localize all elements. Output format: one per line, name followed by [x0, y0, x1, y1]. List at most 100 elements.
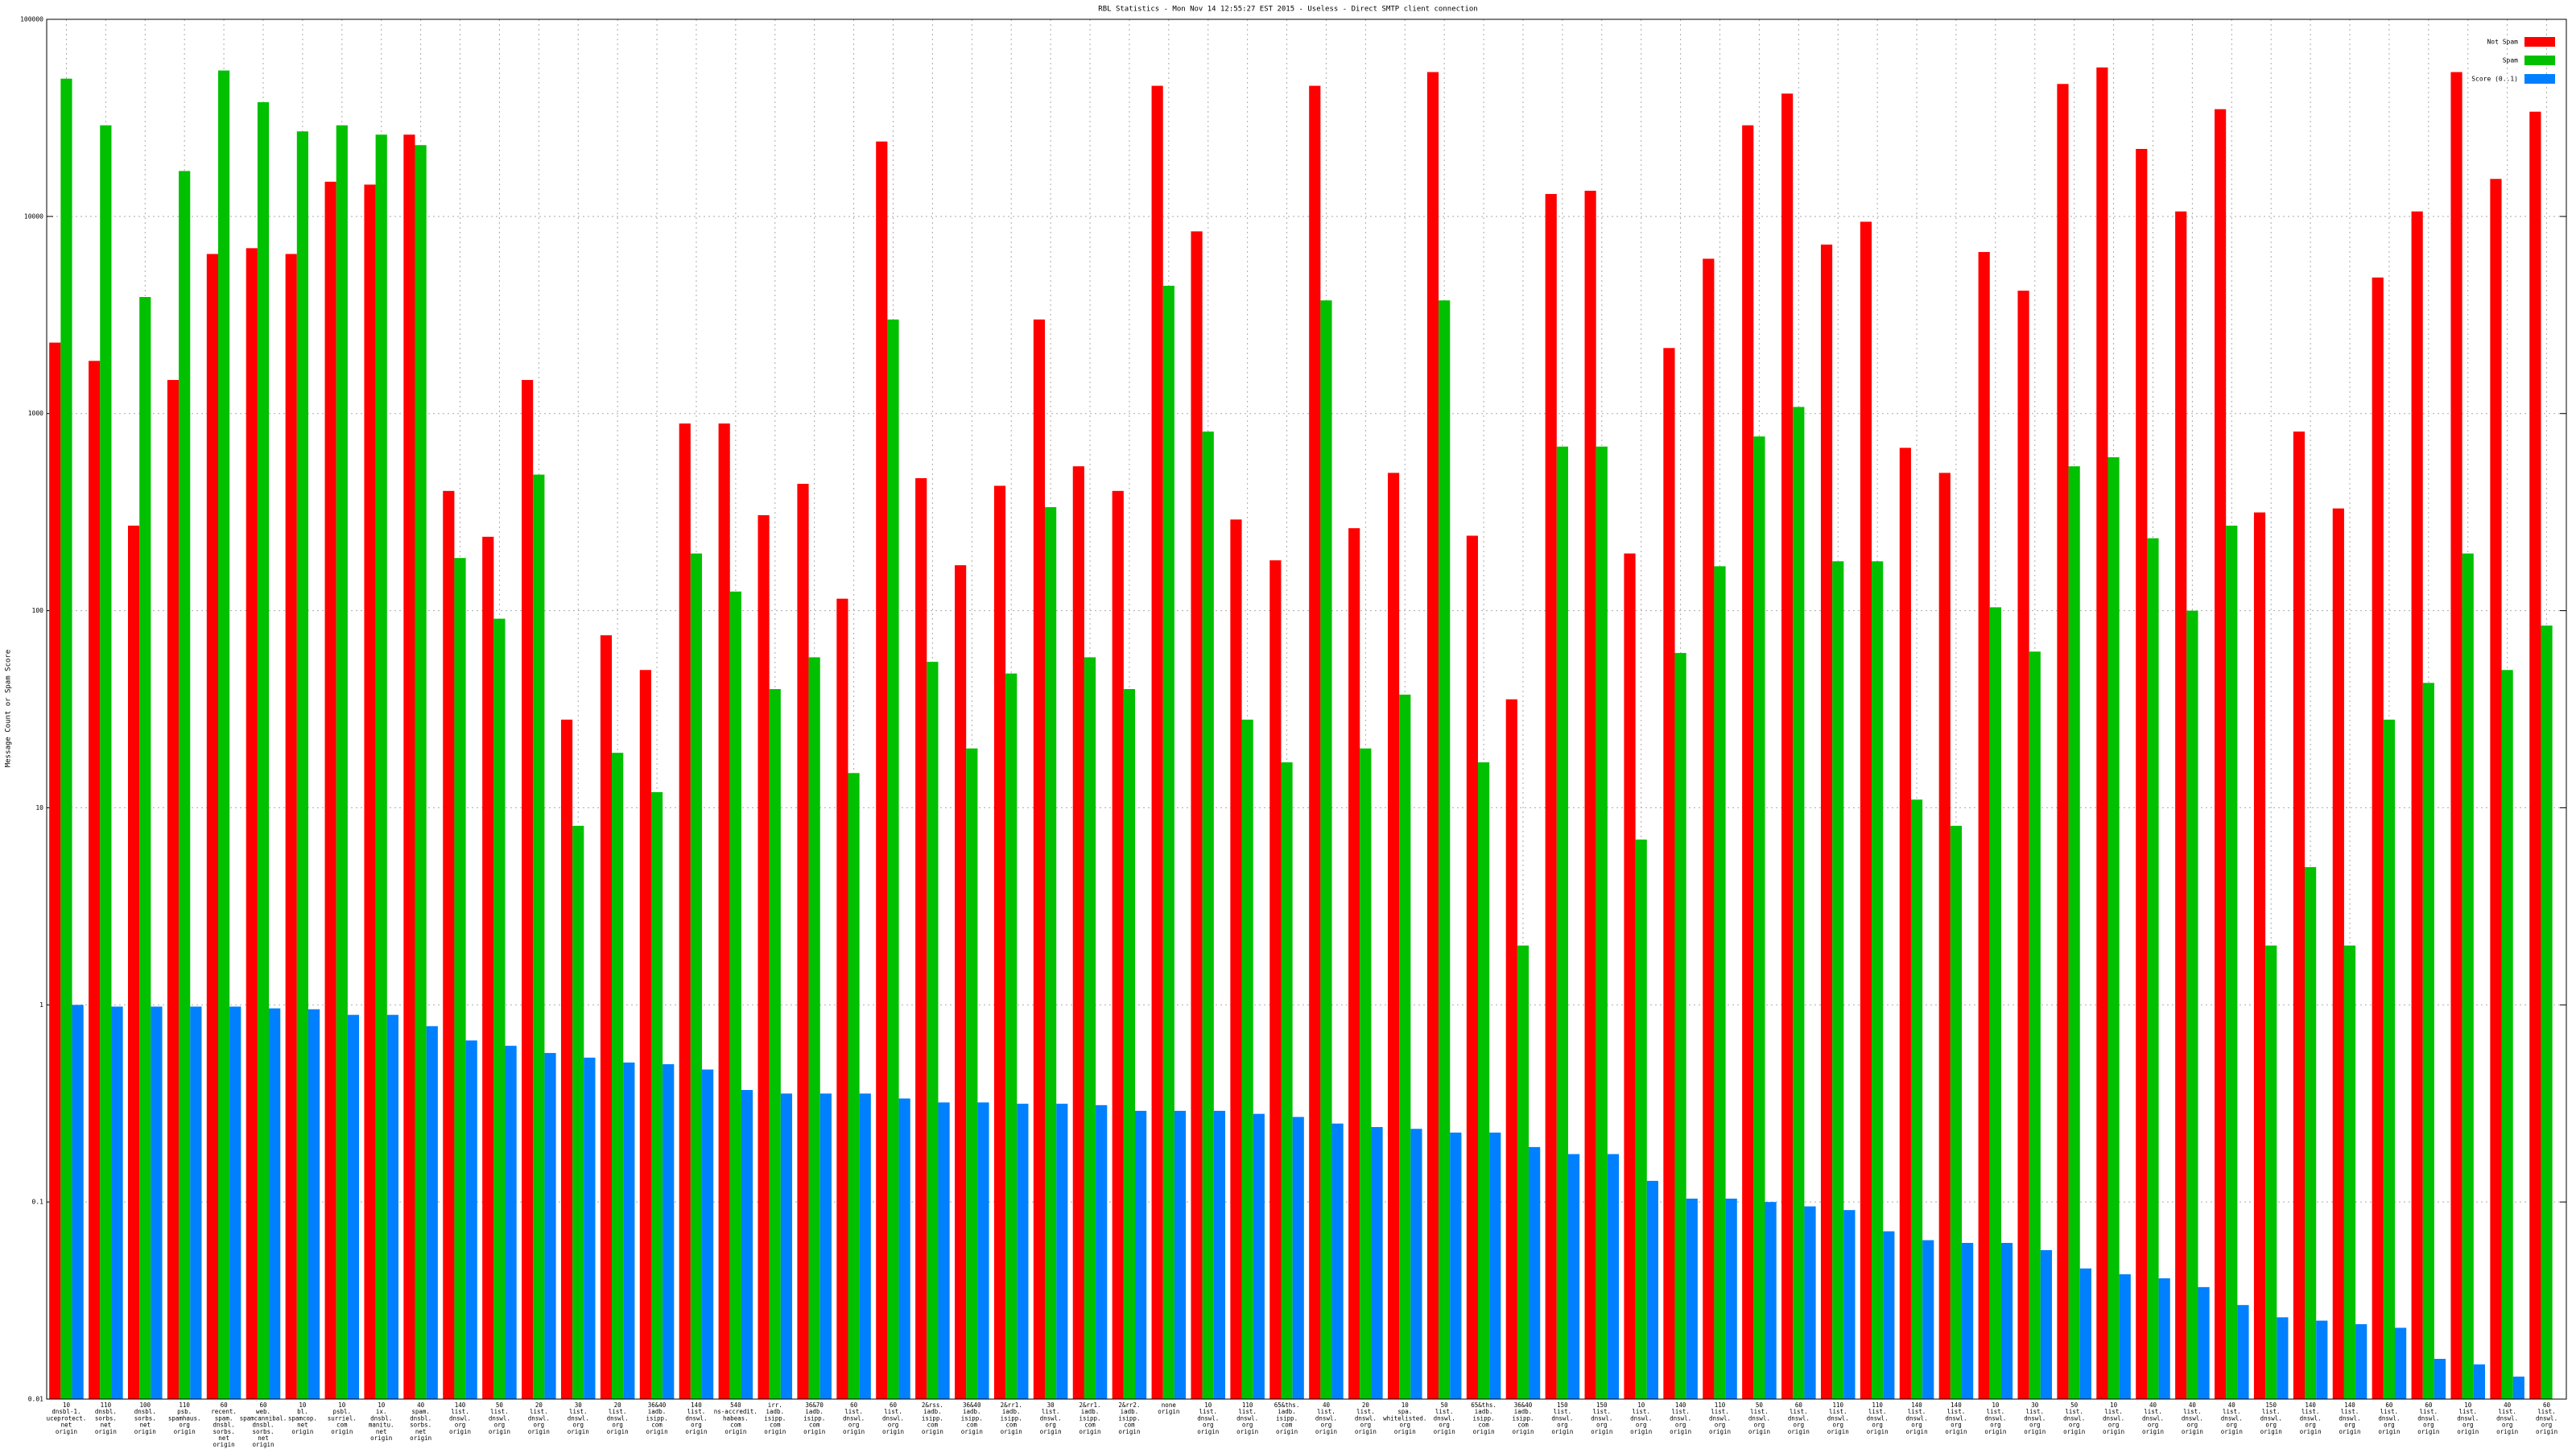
bar: [1360, 748, 1372, 1399]
x-tick-label-line: list.: [2223, 1408, 2241, 1415]
x-tick-label-line: psbl.: [333, 1408, 352, 1415]
x-tick-label-line: 150: [1596, 1402, 1608, 1409]
x-tick-label-line: org: [1794, 1422, 1805, 1429]
x-tick-label: 110 list. dnswl. org origin: [1236, 1402, 1258, 1435]
x-tick-label-line: dnswl.: [1551, 1414, 1573, 1422]
x-tick-label-line: 10: [1992, 1402, 2000, 1409]
x-tick-label-line: dnswl.: [2536, 1414, 2557, 1422]
x-tick-label: 36&70 iadb. isipp. com origin: [803, 1402, 825, 1435]
bar: [690, 553, 703, 1399]
bar: [808, 657, 820, 1399]
bar: [100, 125, 112, 1399]
x-tick-label-line: origin: [370, 1435, 392, 1442]
bar: [560, 719, 573, 1399]
x-tick-label-line: dnsbl.: [213, 1422, 235, 1429]
x-tick-label-line: 2&rr1.: [1001, 1402, 1022, 1409]
x-tick-label: 2&rr2. iadb. isipp. com origin: [1118, 1402, 1140, 1435]
x-tick-label-line: net: [258, 1435, 269, 1442]
x-tick-label-line: 140: [2344, 1402, 2355, 1409]
bar: [1703, 258, 1715, 1399]
bar: [718, 423, 730, 1400]
bar: [876, 141, 888, 1399]
x-tick-label: 50 list. dnswl. org origin: [2063, 1402, 2085, 1435]
x-tick-label: 2&rr1. iadb. isipp. com origin: [1079, 1402, 1100, 1435]
bar: [1765, 1202, 1777, 1399]
x-tick-label-line: 100: [139, 1402, 151, 1409]
x-tick-label-line: dnsbl.: [95, 1408, 117, 1415]
bar: [1820, 244, 1833, 1400]
bar: [1978, 252, 1990, 1399]
x-tick-label-line: sorbs.: [213, 1428, 235, 1435]
x-tick-label-line: org: [2227, 1422, 2238, 1429]
x-tick-label-line: origin: [685, 1428, 707, 1435]
x-tick-label-line: org: [1596, 1422, 1608, 1429]
x-tick-label-line: org: [2148, 1422, 2159, 1429]
x-tick-label-line: isipp.: [922, 1414, 943, 1422]
x-tick-label-line: 40: [417, 1402, 425, 1409]
x-tick-label-line: list.: [1356, 1408, 1375, 1415]
bar: [493, 618, 506, 1399]
x-tick-label-line: origin: [2457, 1428, 2479, 1435]
bar: [1213, 1110, 1226, 1399]
x-tick-label: 140 list. dnswl. org origin: [1670, 1402, 1691, 1435]
x-tick-label-line: org: [1321, 1422, 1332, 1429]
x-tick-label-line: dnswl.: [1236, 1414, 1258, 1422]
x-tick-label-line: list.: [1435, 1408, 1454, 1415]
x-tick-label-line: net: [101, 1422, 112, 1429]
bar: [2000, 1242, 2013, 1399]
x-tick-label-line: manitu.: [369, 1422, 394, 1429]
bar: [179, 171, 191, 1400]
x-tick-label: 540 ns-accredit. habeas. com origin: [714, 1402, 758, 1435]
x-tick-label-line: org: [1911, 1422, 1922, 1429]
bar: [2395, 1327, 2407, 1399]
x-tick-label-line: origin: [2378, 1428, 2400, 1435]
x-tick-label-line: org: [1951, 1422, 1962, 1429]
bar: [1529, 1146, 1541, 1399]
bar: [2383, 719, 2396, 1399]
x-tick-label-line: origin: [2024, 1428, 2046, 1435]
x-tick-label-line: dnswl.: [2339, 1414, 2360, 1422]
bar: [2434, 1359, 2446, 1399]
bar: [2462, 553, 2474, 1399]
x-tick-label: 150 list. dnswl. org origin: [1591, 1402, 1612, 1435]
x-tick-label-line: bl.: [297, 1408, 308, 1415]
x-tick-label-line: list.: [2025, 1408, 2044, 1415]
x-tick-label-line: origin: [1827, 1428, 1849, 1435]
x-tick-label-line: com: [336, 1422, 348, 1429]
x-tick-label-line: org: [572, 1422, 584, 1429]
x-tick-label-line: dnswl.: [2221, 1414, 2243, 1422]
x-tick-label-line: list.: [1868, 1408, 1887, 1415]
x-tick-label-line: 40: [2228, 1402, 2236, 1409]
x-tick-label-line: dnswl.: [2496, 1414, 2518, 1422]
x-tick-label-line: origin: [2300, 1428, 2322, 1435]
bar: [848, 773, 860, 1399]
bar: [2096, 67, 2108, 1400]
bar: [465, 1040, 477, 1399]
x-tick-label-line: list.: [1593, 1408, 1612, 1415]
bar: [1477, 762, 1490, 1399]
x-tick-label-line: origin: [291, 1428, 313, 1435]
x-tick-label-line: org: [1045, 1422, 1056, 1429]
x-tick-label: 60 list. dnswl. org origin: [2417, 1402, 2439, 1435]
x-tick-label-line: origin: [1906, 1428, 1928, 1435]
x-tick-label-line: dnswl.: [1984, 1414, 2006, 1422]
x-tick-label-line: list.: [2380, 1408, 2399, 1415]
x-tick-label-line: origin: [1040, 1428, 1062, 1435]
x-tick-label-line: 110: [1715, 1402, 1726, 1409]
bar: [1742, 125, 1754, 1399]
x-tick-label: 40 spam. dnsbl. sorbs. net origin: [410, 1402, 431, 1442]
x-tick-label-line: origin: [489, 1428, 510, 1435]
x-tick-label-line: 65&ths.: [1471, 1402, 1496, 1409]
bar: [1686, 1198, 1698, 1399]
bar: [217, 70, 230, 1399]
x-tick-label-line: dnswl.: [1827, 1414, 1849, 1422]
x-tick-label-line: org: [1636, 1422, 1647, 1429]
x-tick-label-line: origin: [646, 1428, 668, 1435]
x-tick-label: 140 list. dnswl. org origin: [2339, 1402, 2360, 1435]
bar: [72, 1005, 84, 1399]
bar: [1309, 85, 1321, 1399]
x-tick-label: 140 list. dnswl. org origin: [2300, 1402, 2322, 1435]
bar: [2293, 431, 2306, 1400]
x-tick-label-line: net: [415, 1428, 427, 1435]
